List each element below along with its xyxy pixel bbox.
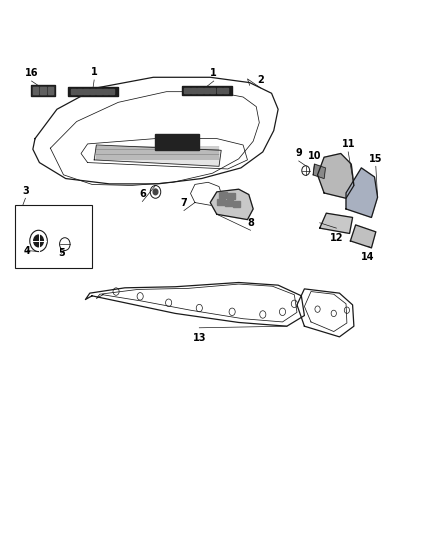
Text: 11: 11: [342, 139, 355, 149]
Bar: [48, 87, 53, 94]
Bar: [40, 87, 46, 94]
Bar: [223, 88, 228, 93]
Bar: [227, 193, 235, 199]
Bar: [197, 88, 202, 93]
Bar: [77, 89, 82, 94]
Text: 6: 6: [139, 189, 146, 199]
Bar: [96, 89, 102, 94]
Bar: [204, 88, 209, 93]
Bar: [210, 88, 215, 93]
Text: 16: 16: [25, 68, 38, 78]
Polygon shape: [346, 168, 378, 217]
Bar: [68, 87, 118, 96]
Bar: [33, 87, 38, 94]
Bar: [191, 88, 196, 93]
Polygon shape: [318, 154, 354, 198]
Text: 13: 13: [193, 333, 206, 343]
Text: 1: 1: [91, 67, 98, 77]
Text: 7: 7: [180, 198, 187, 208]
Bar: [31, 85, 55, 96]
Bar: [31, 85, 55, 96]
Bar: [83, 89, 88, 94]
Text: 4: 4: [24, 246, 31, 255]
Bar: [68, 87, 118, 96]
Bar: [217, 88, 222, 93]
Text: 5: 5: [58, 248, 65, 258]
Text: 12: 12: [330, 233, 343, 244]
Bar: [182, 86, 232, 95]
Text: 1: 1: [210, 68, 217, 78]
Bar: [219, 192, 227, 198]
Text: 3: 3: [22, 185, 29, 196]
Polygon shape: [94, 145, 221, 166]
Bar: [71, 89, 76, 94]
Bar: [225, 200, 233, 206]
Bar: [217, 199, 225, 205]
Bar: [103, 89, 108, 94]
Text: 8: 8: [247, 217, 254, 228]
Bar: [184, 88, 190, 93]
Text: 15: 15: [369, 154, 382, 164]
Circle shape: [153, 189, 158, 195]
Polygon shape: [313, 164, 325, 179]
Bar: [15, 205, 92, 268]
Circle shape: [34, 235, 43, 247]
Text: 14: 14: [361, 252, 374, 262]
Text: 2: 2: [257, 75, 264, 85]
Polygon shape: [210, 189, 253, 220]
Bar: [109, 89, 114, 94]
Bar: [182, 86, 232, 95]
Polygon shape: [320, 213, 353, 233]
Text: 10: 10: [308, 151, 321, 161]
Text: 9: 9: [295, 148, 302, 158]
Bar: [155, 134, 199, 150]
Bar: [233, 201, 240, 207]
Bar: [90, 89, 95, 94]
Polygon shape: [350, 225, 376, 248]
